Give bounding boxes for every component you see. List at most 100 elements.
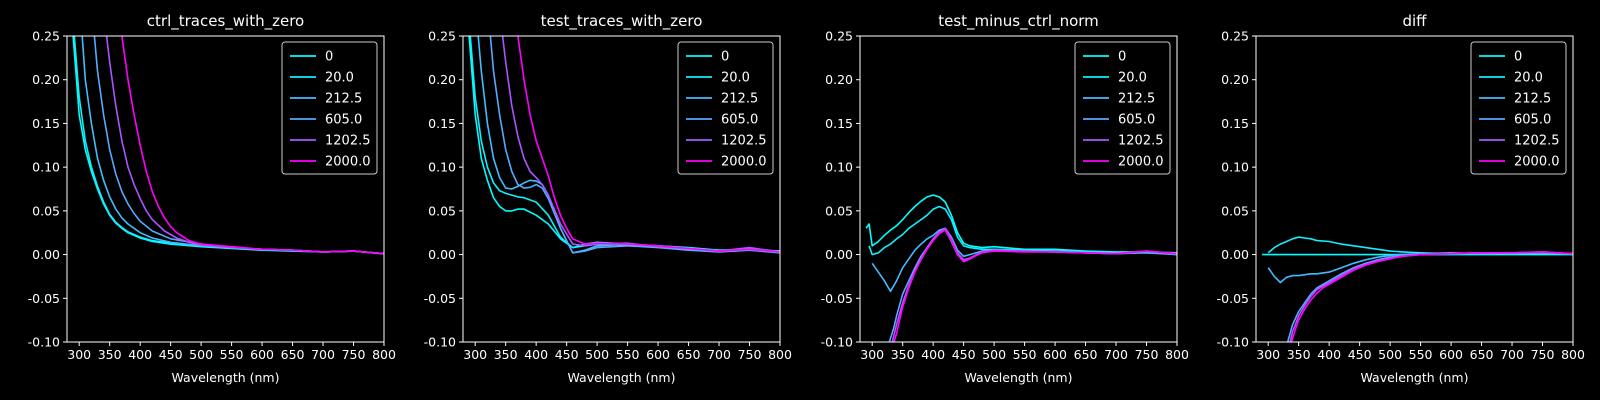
y-tick-label: -0.10 [821, 335, 853, 350]
y-tick-label: 0.25 [1221, 29, 1249, 44]
series-line-0 [865, 194, 1177, 254]
x-tick-label: 300 [1256, 347, 1280, 362]
x-tick-label: 700 [1500, 347, 1524, 362]
legend-entry-label: 212.5 [1118, 92, 1155, 107]
legend-entry-label: 0 [325, 50, 333, 65]
x-tick-label: 650 [1074, 347, 1098, 362]
axes-frame [66, 35, 385, 343]
series-line-5 [1290, 251, 1573, 342]
x-axis-label: Wavelength (nm) [965, 370, 1073, 385]
chart-panel-1: test_traces_with_zero 300 350 400 450 500 550 6… [424, 12, 792, 385]
y-tick-label: -0.05 [821, 291, 853, 306]
y-tick-label: -0.10 [28, 335, 60, 350]
x-tick-label: 400 [921, 347, 945, 362]
series-line-1 [1267, 236, 1573, 255]
x-tick-label: 800 [768, 347, 792, 362]
x-tick-label: 500 [1378, 347, 1402, 362]
x-tick-label: 550 [1013, 347, 1037, 362]
axes-frame [462, 35, 781, 343]
y-tick-label: 0.25 [428, 29, 456, 44]
legend-box [677, 41, 774, 175]
y-tick-label: 0.20 [32, 72, 60, 87]
y-tick-label: 0.00 [825, 247, 853, 262]
legend-entry-label: 1202.5 [325, 134, 371, 149]
chart-title: test_traces_with_zero [541, 12, 703, 31]
y-tick-label: -0.05 [1217, 291, 1249, 306]
axes-frame [859, 35, 1178, 343]
legend-entry-label: 20.0 [1514, 71, 1543, 86]
y-tick-label: 0.05 [825, 203, 853, 218]
x-tick-label: 350 [891, 347, 915, 362]
x-tick-label: 600 [646, 347, 670, 362]
x-tick-label: 300 [860, 347, 884, 362]
series-line-0 [72, 36, 384, 255]
y-tick-label: 0.20 [825, 72, 853, 87]
x-axis-label: Wavelength (nm) [1361, 370, 1469, 385]
legend-box [281, 41, 378, 175]
legend-entry-label: 605.0 [721, 113, 758, 128]
legend-box [1470, 41, 1567, 175]
x-tick-label: 800 [1561, 347, 1585, 362]
x-tick-label: 650 [281, 347, 305, 362]
series-group [1262, 236, 1573, 342]
y-tick-label: 0.20 [1221, 72, 1249, 87]
legend-entry-label: 1202.5 [1118, 134, 1164, 149]
y-tick-label: 0.05 [1221, 203, 1249, 218]
series-line-2 [1267, 252, 1573, 284]
x-tick-label: 550 [220, 347, 244, 362]
chart-panel-2: test_minus_ctrl_norm 300 350 400 450 500 550 60… [821, 12, 1189, 385]
series-line-2 [871, 227, 1177, 293]
y-tick-label: 0.00 [1221, 247, 1249, 262]
axes-frame [1255, 35, 1574, 343]
x-tick-label: 700 [311, 347, 335, 362]
legend: 0 20.0 212.5 605.0 1202.5 2000.0 [677, 41, 774, 175]
x-tick-label: 350 [98, 347, 122, 362]
y-tick-label: 0.10 [32, 160, 60, 175]
x-tick-label: 400 [524, 347, 548, 362]
x-tick-label: 450 [555, 347, 579, 362]
x-tick-label: 750 [738, 347, 762, 362]
y-tick-label: 0.10 [825, 160, 853, 175]
legend-entry-label: 605.0 [1118, 113, 1155, 128]
y-tick-label: 0.25 [32, 29, 60, 44]
y-tick-label: -0.10 [424, 335, 456, 350]
legend-entry-label: 2000.0 [1514, 155, 1560, 170]
legend-entry-label: 2000.0 [325, 155, 371, 170]
legend-entry-label: 1202.5 [721, 134, 767, 149]
y-tick-label: -0.05 [424, 291, 456, 306]
series-line-4 [1289, 251, 1573, 342]
chart-title: test_minus_ctrl_norm [938, 12, 1099, 31]
x-tick-label: 800 [1165, 347, 1189, 362]
x-tick-label: 400 [1317, 347, 1341, 362]
x-tick-label: 450 [952, 347, 976, 362]
series-line-5 [517, 36, 780, 253]
legend-entry-label: 605.0 [1514, 113, 1551, 128]
x-tick-label: 350 [1287, 347, 1311, 362]
legend: 0 20.0 212.5 605.0 1202.5 2000.0 [1074, 41, 1171, 175]
chart-panel-3: diff 300 350 400 450 500 550 600 650 700 750 800 -0.… [1217, 12, 1585, 385]
legend-entry-label: 20.0 [721, 71, 750, 86]
series-group [72, 36, 384, 255]
series-line-1 [868, 205, 1177, 256]
chart-title: diff [1402, 12, 1427, 30]
x-tick-label: 500 [585, 347, 609, 362]
x-tick-label: 600 [250, 347, 274, 362]
legend-entry-label: 212.5 [325, 92, 362, 107]
series-group [865, 194, 1177, 342]
y-tick-label: 0.15 [32, 116, 60, 131]
x-tick-label: 600 [1043, 347, 1067, 362]
x-tick-label: 650 [677, 347, 701, 362]
y-tick-label: 0.05 [32, 203, 60, 218]
series-line-5 [121, 36, 384, 255]
x-tick-label: 400 [128, 347, 152, 362]
x-axis-label: Wavelength (nm) [172, 370, 280, 385]
y-tick-label: 0.10 [1221, 160, 1249, 175]
legend-entry-label: 1202.5 [1514, 134, 1560, 149]
series-group [468, 36, 780, 254]
legend-entry-label: 0 [721, 50, 729, 65]
chart-panel-0: ctrl_traces_with_zero 300 350 400 450 500 550 6… [28, 12, 396, 385]
chart-title: ctrl_traces_with_zero [147, 12, 304, 31]
x-tick-label: 650 [1470, 347, 1494, 362]
x-tick-label: 750 [1135, 347, 1159, 362]
